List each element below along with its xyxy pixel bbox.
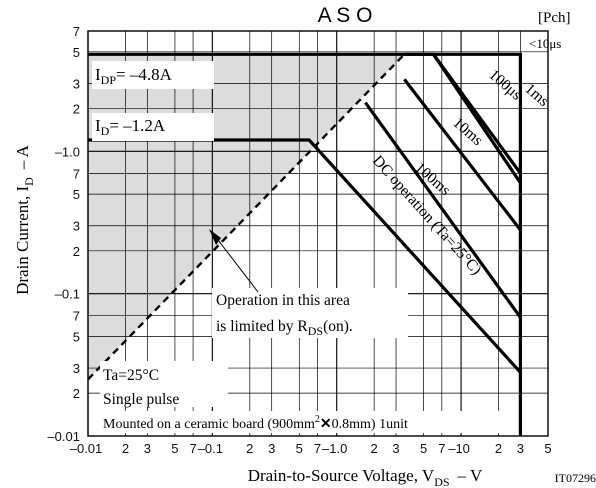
x-tick-label: 3 (268, 441, 275, 456)
y-axis-title: Drain Current, ID– A (13, 144, 36, 295)
x-tick-labels: –0.01 2 3 5 7 –0.1 2 3 5 7 –1.0 2 3 5 7 –10 2 3 5 (70, 441, 552, 456)
y-tick-label: 7 (73, 24, 80, 39)
y-tick-label: 2 (73, 386, 80, 401)
id-label: ID= –1.2A (95, 116, 166, 138)
condition-board: Mounted on a ceramic board (900mm2✕0.8mm… (103, 414, 408, 432)
y-tick-label: 7 (73, 166, 80, 181)
x-tick-label: 2 (246, 441, 253, 456)
y-tick-label: 3 (73, 76, 80, 91)
plot-frame (87, 30, 549, 437)
x-tick-label: –0.01 (70, 441, 103, 456)
y-tick-label: 5 (73, 330, 80, 345)
curve-10ms (403, 78, 522, 231)
y-tick-label: –1.0 (55, 144, 80, 159)
y-tick-label: 5 (73, 45, 80, 60)
chart-title: A S O (318, 4, 373, 27)
condition-pulse: Single pulse (103, 391, 179, 408)
x-tick-label: 7 (438, 441, 445, 456)
x-tick-label: 3 (392, 441, 399, 456)
x-tick-label: 3 (144, 441, 151, 456)
area-arrow (214, 235, 259, 293)
rds-on-limit-line (87, 53, 406, 381)
area-note-line1: Operation in this area (216, 292, 350, 309)
x-tick-label: 7 (189, 441, 196, 456)
channel-tag: [Pch] (538, 10, 571, 26)
y-tick-label: –0.01 (47, 429, 80, 444)
y-tick-label: –0.1 (55, 287, 80, 302)
y-tick-label: 2 (73, 244, 80, 259)
x-tick-label: 5 (420, 441, 427, 456)
y-tick-labels: –0.01 2 3 5 7 –0.1 2 3 5 7 –1.0 2 3 5 7 (47, 24, 80, 444)
area-note-line2: is limited by RDS(on). (216, 318, 353, 338)
x-tick-label: 5 (296, 441, 303, 456)
y-tick-label: 3 (73, 219, 80, 234)
x-tick-label: 5 (171, 441, 178, 456)
soa-curves (88, 52, 523, 436)
idp-label: IDP= –4.8A (95, 65, 173, 87)
area-arrow-head (209, 229, 221, 245)
x-tick-label: –0.1 (198, 441, 223, 456)
label-10us: <10μs (529, 36, 561, 51)
y-tick-label: 5 (73, 187, 80, 202)
curve-10-s (88, 52, 523, 436)
curve-1ms (432, 53, 522, 184)
x-tick-label: 2 (371, 441, 378, 456)
curve-100ms (364, 101, 522, 319)
y-tick-label: 2 (73, 101, 80, 116)
x-tick-label: 2 (495, 441, 502, 456)
x-tick-label: 3 (517, 441, 524, 456)
condition-ta: Ta=25°C (103, 367, 159, 384)
x-tick-label: –1.0 (322, 441, 347, 456)
x-tick-label: –10 (448, 441, 470, 456)
x-axis-title: Drain-to-Source Voltage, VDS – V (248, 466, 483, 488)
y-tick-label: 3 (73, 361, 80, 376)
x-tick-label: 5 (544, 441, 551, 456)
x-tick-label: 2 (122, 441, 129, 456)
x-tick-label: 7 (314, 441, 321, 456)
y-tick-label: 7 (73, 309, 80, 324)
figure-code: IT07296 (555, 471, 596, 485)
